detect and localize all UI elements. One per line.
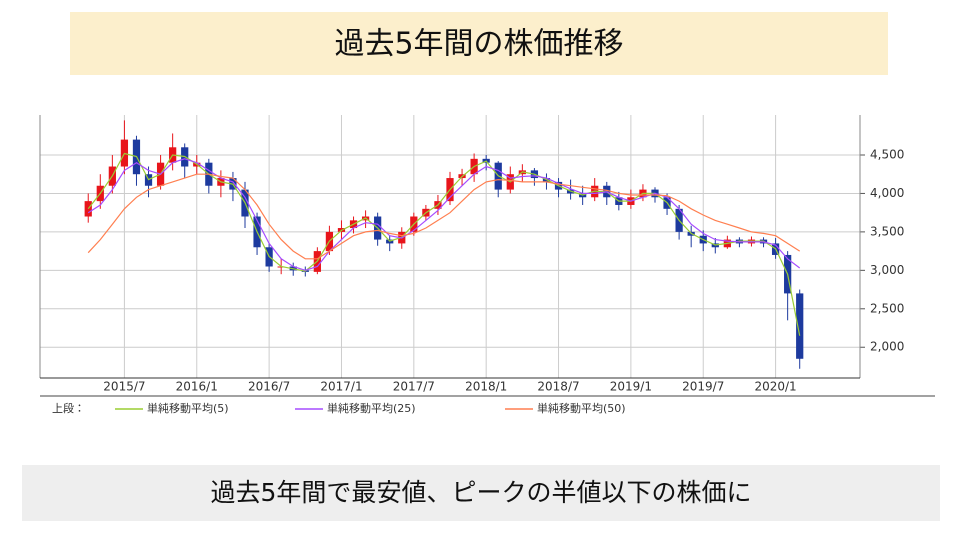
caption-band	[22, 465, 940, 521]
y-tick-label: 4,500	[870, 147, 904, 161]
moving-average-line	[87, 152, 801, 336]
moving-average-line	[87, 158, 801, 271]
x-tick-label: 2019/1	[610, 380, 652, 394]
caption: 過去5年間で最安値、ピークの半値以下の株価に	[211, 478, 752, 507]
legend-label: 単純移動平均(25)	[327, 401, 416, 415]
x-tick-label: 2016/7	[248, 380, 290, 394]
y-tick-label: 3,000	[870, 263, 904, 277]
x-tick-label: 2017/7	[393, 380, 435, 394]
x-tick-label: 2018/1	[465, 380, 507, 394]
legend-label: 単純移動平均(5)	[147, 401, 229, 415]
x-tick-label: 2020/1	[754, 380, 796, 394]
x-tick-label: 2017/1	[320, 380, 362, 394]
chart: 2,000 2,500 3,000 3,500 4,000 4,500 2015/7 2016…	[39, 115, 935, 415]
x-tick-label: 2016/1	[176, 380, 218, 394]
y-tick-label: 2,000	[870, 340, 904, 354]
y-tick-label: 3,500	[870, 224, 904, 238]
y-tick-label: 2,500	[870, 301, 904, 315]
title-band	[70, 12, 888, 75]
legend-title: 上段：	[52, 401, 85, 415]
legend-label: 単純移動平均(50)	[537, 401, 626, 415]
y-tick-label: 4,000	[870, 186, 904, 200]
x-tick-label: 2019/7	[682, 380, 724, 394]
moving-average-line	[87, 173, 801, 260]
x-tick-label: 2018/7	[537, 380, 579, 394]
candle-body	[796, 293, 804, 359]
slide-title: 過去5年間の株価推移	[334, 27, 623, 62]
x-tick-label: 2015/7	[103, 380, 145, 394]
